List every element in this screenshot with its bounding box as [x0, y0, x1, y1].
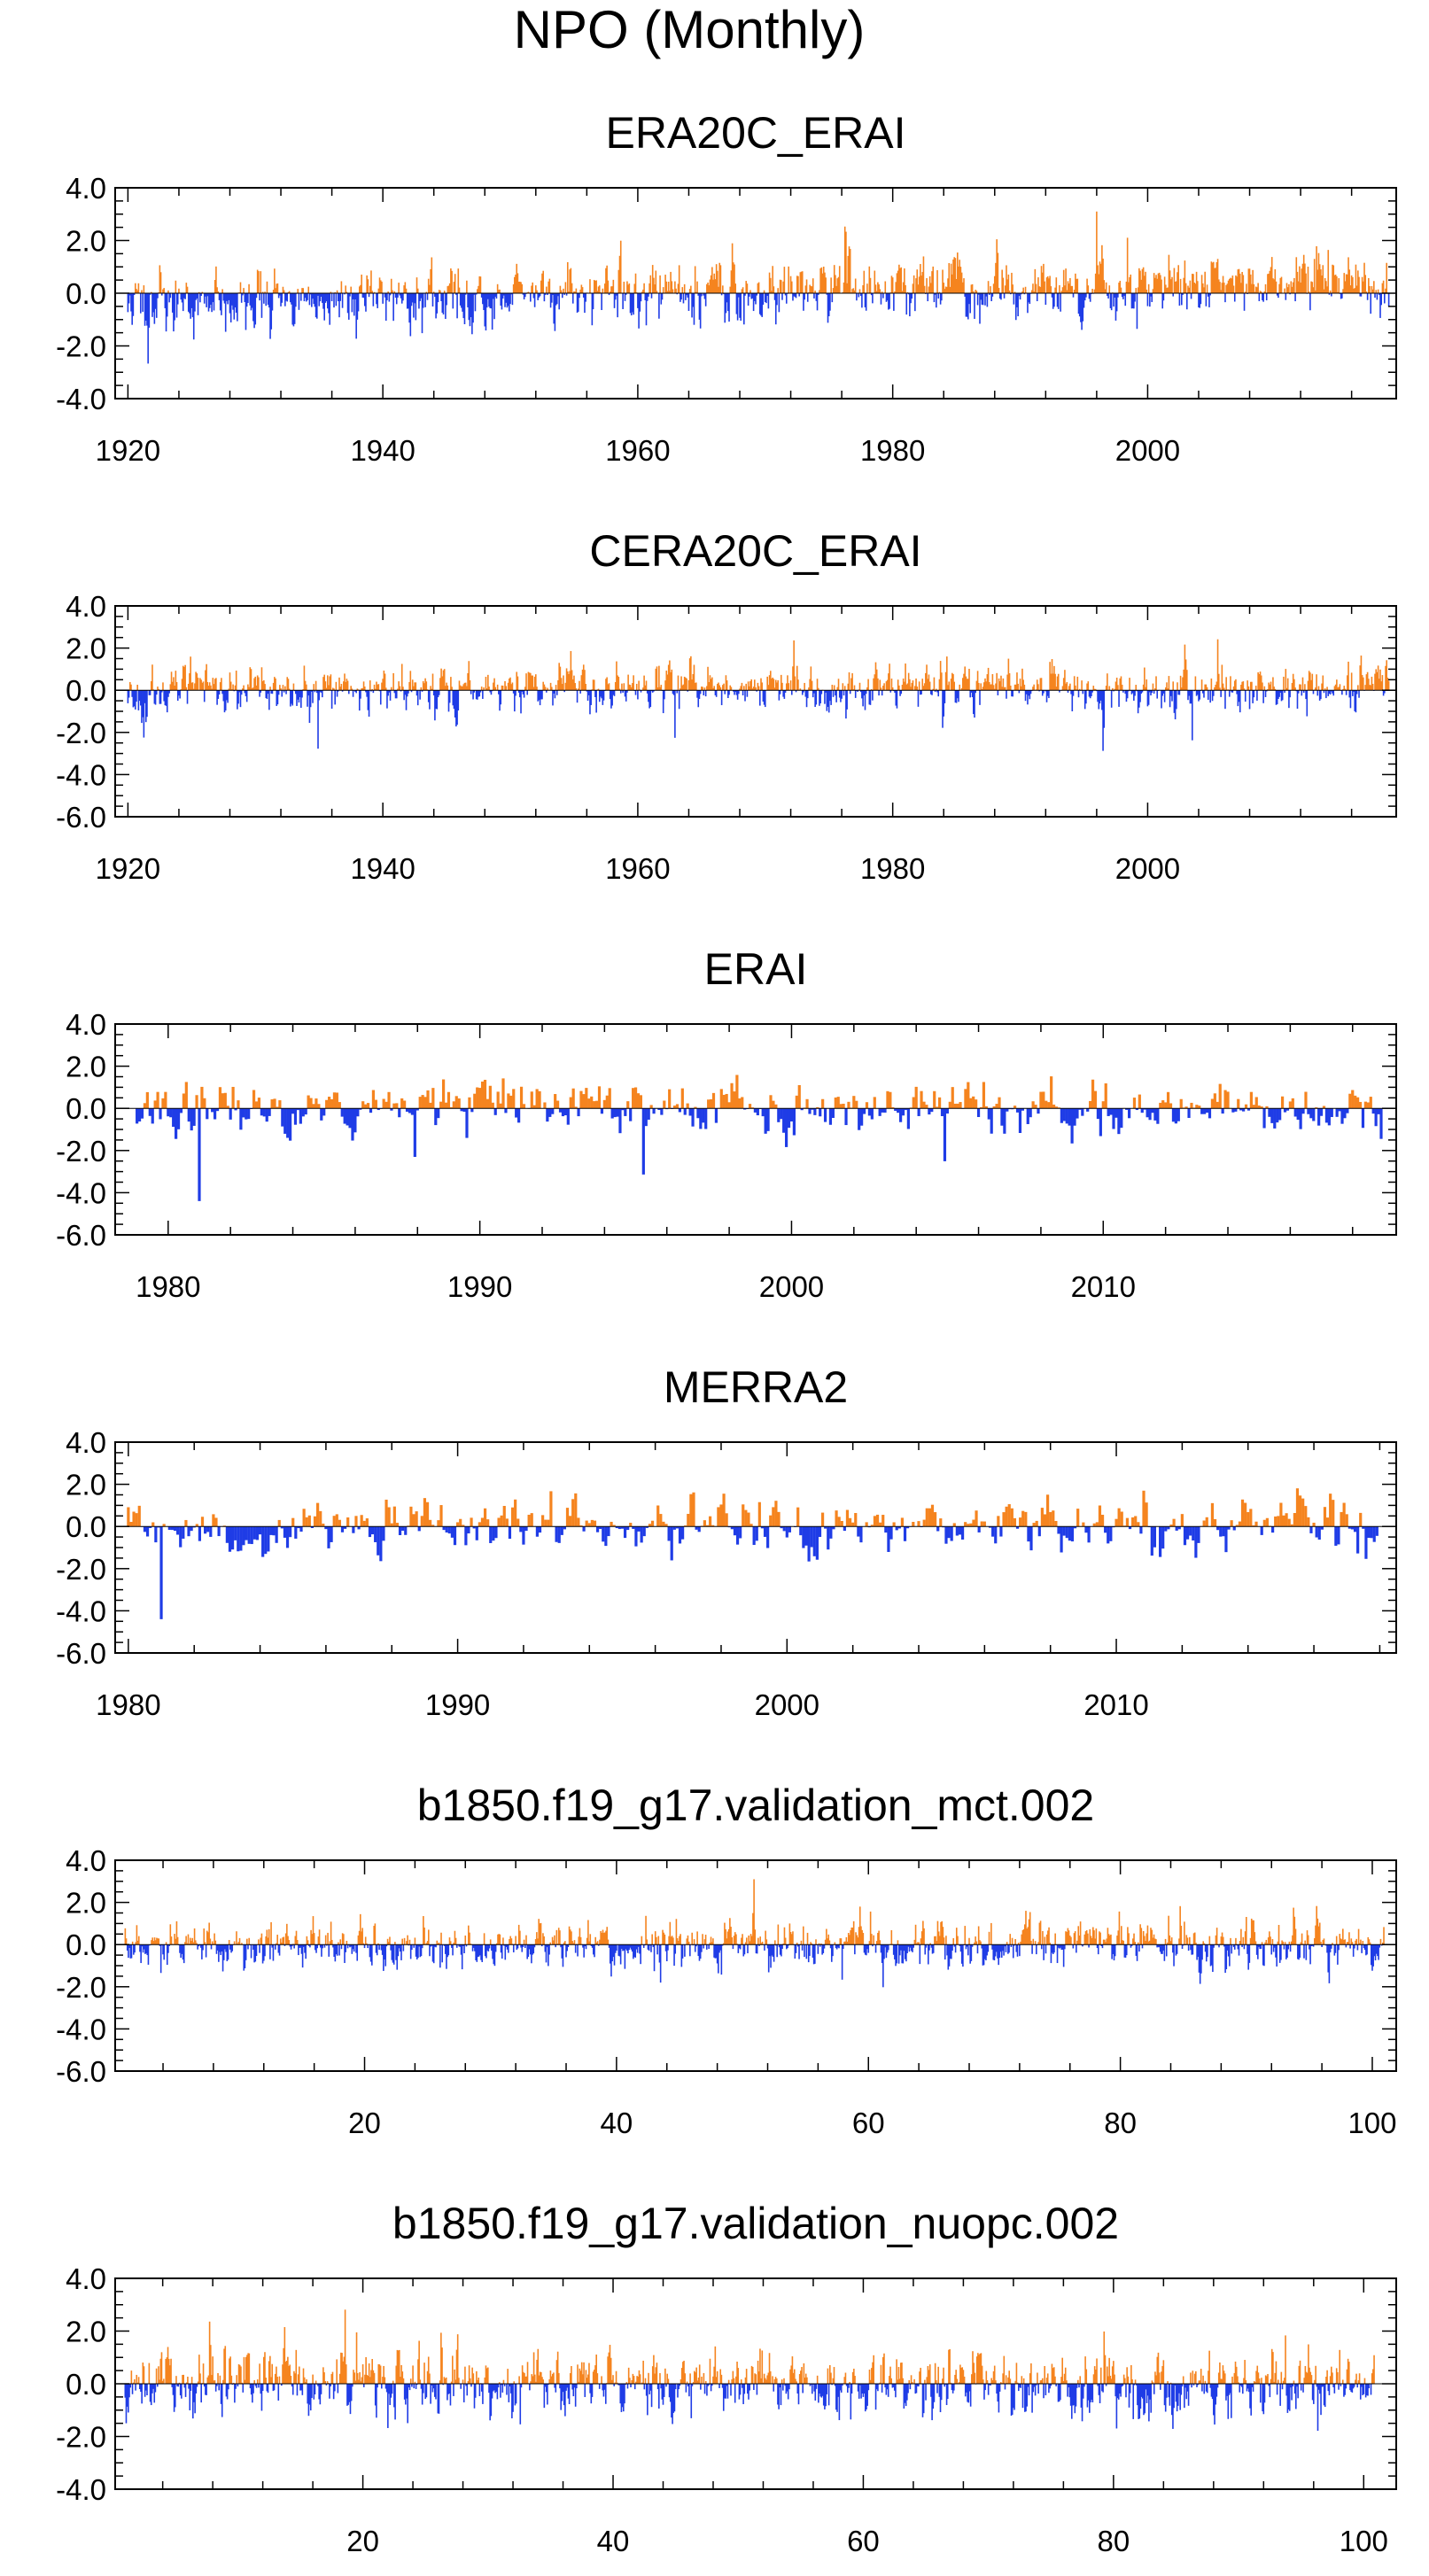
y-tick-label: -2.0 [56, 330, 106, 363]
x-tick-label: 1920 [96, 852, 160, 885]
chart-title: ERAI [704, 944, 808, 994]
x-tick-label: 1980 [860, 852, 925, 885]
plot-frame [114, 1023, 1397, 1236]
y-tick-label: -6.0 [56, 801, 106, 834]
y-tick-label: 4.0 [66, 1008, 106, 1041]
y-tick-label: -2.0 [56, 717, 106, 749]
bars [136, 1075, 1383, 1201]
y-tick-label: 4.0 [66, 590, 106, 623]
bars [127, 639, 1390, 751]
y-tick-label: 4.0 [66, 1844, 106, 1877]
chart-title: CERA20C_ERAI [589, 526, 921, 576]
x-tick-label: 1990 [425, 1688, 490, 1721]
y-tick-label: -4.0 [56, 1594, 106, 1627]
x-tick-label: 1990 [447, 1270, 512, 1303]
x-tick-label: 2010 [1083, 1688, 1148, 1721]
plot-frame [114, 1441, 1397, 1654]
chart-title: b1850.f19_g17.validation_mct.002 [417, 1781, 1094, 1830]
x-tick-label: 2000 [759, 1270, 824, 1303]
bars [127, 211, 1390, 364]
x-tick-label: 1980 [96, 1688, 160, 1721]
plot-frame [114, 605, 1397, 818]
chart-panel-4: MERRA2 4.0 2.0 0.0 -2.0 -4.0 -6.0 1980 1990 2000 2… [56, 1362, 1397, 1721]
y-tick-label: 2.0 [66, 1887, 106, 1920]
chart-panel-1: ERA20C_ERAI 4.0 2.0 0.0 -2.0 -4.0 1920 1940 1960… [56, 108, 1397, 467]
x-tick-label: 1940 [350, 852, 415, 885]
y-tick-label: 0.0 [66, 1928, 106, 1961]
bars [124, 1879, 1385, 1988]
chart-panel-3: ERAI 4.0 2.0 0.0 -2.0 -4.0 -6.0 1980 1990 2000 201… [56, 944, 1397, 1303]
figure-title: NPO (Monthly) [514, 0, 866, 59]
x-tick-label: 2000 [1115, 852, 1180, 885]
y-tick-label: -2.0 [56, 1135, 106, 1168]
x-tick-label: 1940 [350, 434, 415, 467]
y-tick-label: -6.0 [56, 1219, 106, 1252]
x-tick-label: 2010 [1071, 1270, 1136, 1303]
x-tick-label: 1960 [605, 852, 670, 885]
y-tick-label: 4.0 [66, 172, 106, 205]
y-tick-label: -4.0 [56, 383, 106, 415]
y-tick-label: -4.0 [56, 2013, 106, 2045]
x-tick-label: 1920 [96, 434, 160, 467]
y-tick-label: 0.0 [66, 277, 106, 310]
y-tick-label: -6.0 [56, 2055, 106, 2088]
y-tick-label: 0.0 [66, 1510, 106, 1543]
chart-panel-2: CERA20C_ERAI 4.0 2.0 0.0 -2.0 -4.0 -6.0 1920 194… [56, 526, 1397, 885]
chart-title: MERRA2 [664, 1362, 848, 1412]
y-tick-label: 0.0 [66, 674, 106, 707]
plot-frame [114, 1859, 1397, 2072]
bars [127, 1488, 1379, 1619]
y-tick-label: -4.0 [56, 758, 106, 791]
y-tick-label: -2.0 [56, 1971, 106, 2004]
y-tick-label: 2.0 [66, 1469, 106, 1501]
y-tick-label: -2.0 [56, 1553, 106, 1586]
x-tick-label: 2000 [1115, 434, 1180, 467]
y-tick-label: 2.0 [66, 632, 106, 665]
x-tick-label: 1980 [136, 1270, 200, 1303]
y-tick-label: 0.0 [66, 1092, 106, 1125]
chart-panel-5: b1850.f19_g17.validation_mct.002 4.0 2.0 0.… [56, 1781, 1397, 2139]
x-tick-label: 1960 [605, 434, 670, 467]
x-tick-label: 2000 [755, 1688, 819, 1721]
y-tick-label: -4.0 [56, 1176, 106, 1209]
chart-title: ERA20C_ERAI [605, 108, 905, 158]
y-tick-label: -6.0 [56, 1637, 106, 1670]
y-tick-label: 2.0 [66, 1051, 106, 1083]
y-tick-label: 4.0 [66, 1426, 106, 1459]
y-tick-label: 2.0 [66, 225, 106, 258]
x-tick-label: 1980 [860, 434, 925, 467]
